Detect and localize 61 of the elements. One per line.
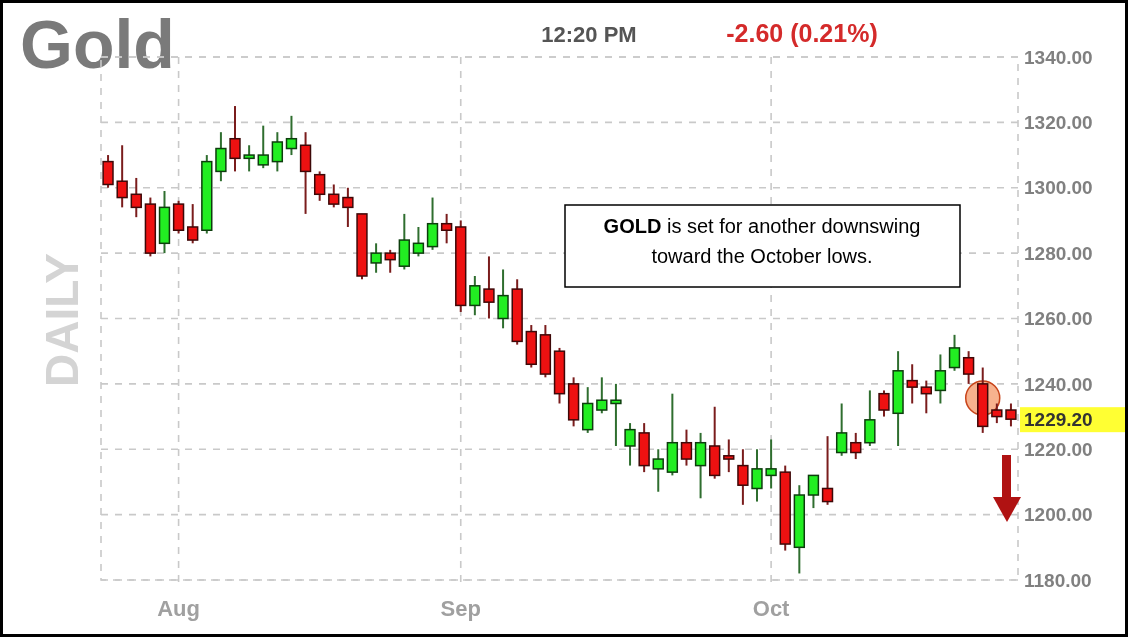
candlestick	[680, 428, 693, 467]
candlestick	[130, 176, 142, 219]
candlestick	[426, 196, 439, 251]
candlestick	[920, 379, 932, 415]
candlestick	[737, 448, 749, 506]
candlestick	[483, 255, 495, 320]
y-tick-label: 1240.00	[1024, 373, 1093, 395]
y-tick-label: 1300.00	[1024, 177, 1093, 199]
candlestick	[412, 225, 425, 258]
candlestick	[342, 186, 354, 228]
candlestick	[652, 448, 664, 493]
y-tick-label: 1180.00	[1024, 569, 1092, 591]
y-tick-label: 1340.00	[1024, 46, 1093, 68]
y-tick-label: 1220.00	[1024, 438, 1093, 460]
chart-subtitle: 12:20 PM	[541, 22, 637, 47]
text: -2.60 (0.21%)	[726, 19, 878, 47]
y-tick-label: 1200.00	[1024, 504, 1093, 526]
candlestick	[384, 248, 396, 274]
x-tick-label: Oct	[752, 596, 791, 621]
candlestick	[807, 474, 820, 510]
text: 1229.20	[1024, 408, 1093, 430]
candlestick	[610, 382, 622, 447]
candlestick	[624, 422, 636, 467]
candlestick	[835, 402, 848, 457]
candlestick	[723, 438, 735, 474]
candlestick	[765, 438, 777, 490]
x-tick-label: Sep	[440, 596, 481, 621]
candlestick	[116, 144, 128, 209]
y-tick-label: 1260.00	[1024, 308, 1093, 330]
candlestick	[864, 389, 876, 447]
candlestick	[313, 170, 326, 202]
candlestick	[257, 124, 269, 170]
candlestick	[370, 242, 382, 274]
y-tick-label: 1280.00	[1024, 242, 1093, 264]
x-tick-label: Aug	[157, 596, 200, 621]
candlestick	[991, 402, 1003, 425]
candlestick	[102, 154, 114, 189]
candlestick	[440, 212, 453, 245]
candlestick	[878, 389, 890, 418]
candlestick	[285, 114, 298, 157]
candlestick	[948, 333, 961, 372]
candlestick	[497, 268, 509, 330]
candlestick	[229, 105, 241, 173]
candlestick	[469, 275, 481, 317]
candlestick	[328, 183, 340, 209]
candlestick	[596, 376, 608, 415]
candlestick	[850, 431, 862, 461]
y-tick-label: 1320.00	[1024, 112, 1093, 134]
candlestick	[934, 353, 947, 405]
candlestick	[243, 144, 255, 173]
annotation: GOLD is set for another downswing toward the October lows.	[603, 215, 921, 267]
candlestick	[962, 350, 975, 385]
candlestick	[751, 448, 763, 503]
candlestick	[187, 203, 199, 245]
candlestick	[821, 435, 834, 506]
candlestick	[1005, 402, 1017, 428]
chart-title: Gold	[20, 6, 175, 82]
candlestick	[271, 131, 284, 173]
candlestick	[215, 131, 227, 183]
candlestick	[694, 431, 707, 500]
candlestick	[906, 363, 918, 405]
